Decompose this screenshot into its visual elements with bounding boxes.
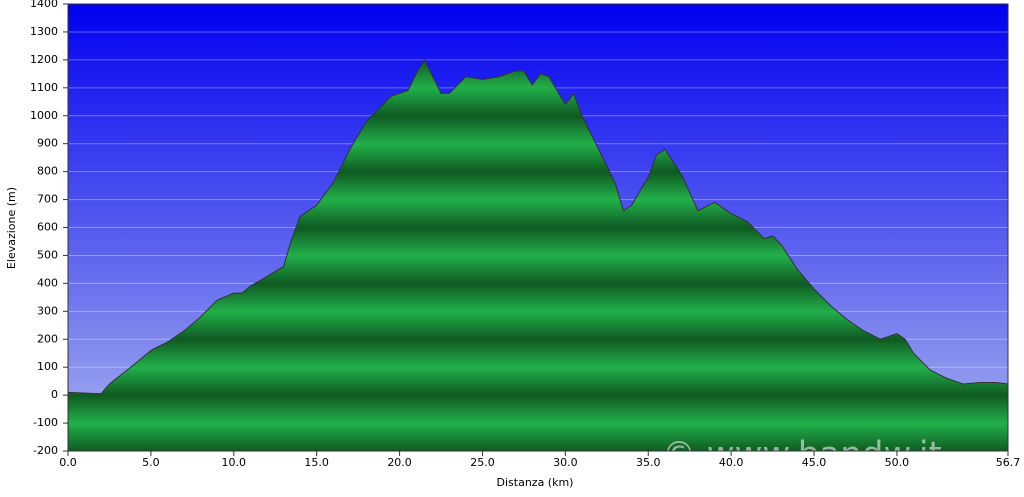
x-tick-label: 10.0	[222, 456, 247, 469]
y-tick-label: 0	[51, 388, 58, 401]
elevation-line	[67, 58, 1009, 395]
y-tick-label: 600	[37, 221, 58, 234]
x-tick-label: 0.0	[59, 456, 77, 469]
y-tick-label: 500	[37, 248, 58, 261]
y-tick-label: 1000	[30, 109, 58, 122]
y-tick-label: 700	[37, 193, 58, 206]
x-tick-label: 56.7	[996, 456, 1021, 469]
x-tick-label: 45.0	[802, 456, 827, 469]
x-tick-label: 40.0	[719, 456, 744, 469]
y-tick-label: 800	[37, 165, 58, 178]
x-tick-label: 50.0	[885, 456, 910, 469]
y-axis-label: Elevazione (m)	[5, 187, 18, 269]
watermark: © www.bandw.it	[662, 435, 942, 475]
x-tick-label: 5.0	[142, 456, 160, 469]
x-tick-label: 30.0	[553, 456, 578, 469]
y-tick-label: -200	[33, 444, 58, 457]
x-tick-label: 20.0	[387, 456, 412, 469]
x-tick-label: 15.0	[304, 456, 329, 469]
y-tick-label: 200	[37, 332, 58, 345]
y-tick-label: 1300	[30, 25, 58, 38]
y-tick-label: 400	[37, 276, 58, 289]
x-tick-label: 25.0	[470, 456, 495, 469]
y-tick-label: -100	[33, 416, 58, 429]
y-tick-label: 1400	[30, 0, 58, 10]
y-tick-label: 900	[37, 137, 58, 150]
x-axis-label: Distanza (km)	[497, 476, 574, 489]
y-tick-label: 1200	[30, 53, 58, 66]
x-tick-label: 35.0	[636, 456, 661, 469]
area-fill	[68, 59, 1008, 451]
y-tick-label: 300	[37, 304, 58, 317]
y-tick-label: 100	[37, 360, 58, 373]
y-tick-label: 1100	[30, 81, 58, 94]
